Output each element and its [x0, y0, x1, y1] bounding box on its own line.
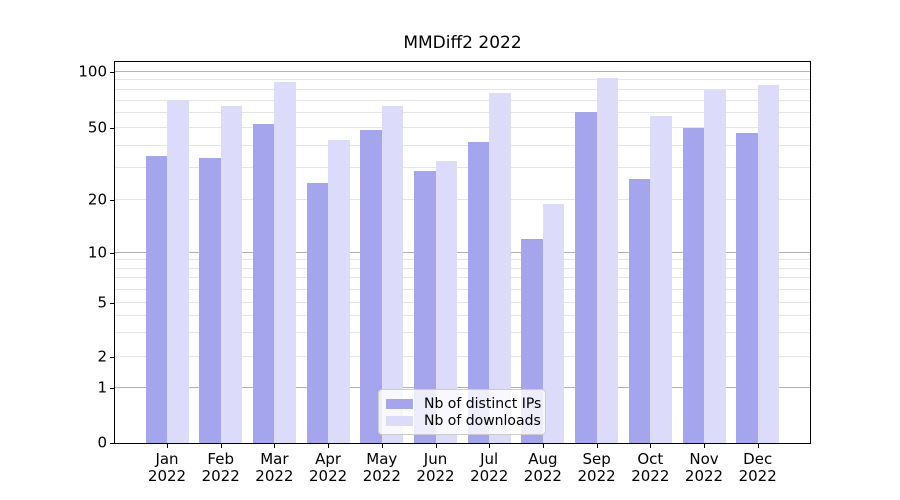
major-gridline	[115, 251, 810, 253]
bar-distinct-ips-jan	[145, 156, 167, 443]
y-tick-label: 2	[97, 347, 107, 366]
x-tick-mark	[220, 444, 222, 448]
x-tick-mark	[167, 444, 168, 448]
bar-distinct-ips-sep	[575, 112, 597, 443]
y-tick-label: 10	[87, 243, 107, 262]
x-tick-mark	[596, 444, 598, 448]
bar-downloads-jun	[435, 160, 457, 443]
x-tick-label-feb: Feb 2022	[201, 450, 240, 485]
x-tick-label-jun: Jun 2022	[416, 450, 455, 485]
bar-downloads-nov	[704, 89, 726, 443]
bar-downloads-mar	[274, 82, 296, 443]
y-tick-mark	[110, 200, 115, 201]
x-tick-mark	[704, 444, 705, 448]
legend-item-downloads: Nb of downloads	[386, 413, 545, 429]
minor-gridline	[115, 199, 810, 200]
plot-area	[114, 61, 811, 444]
bar-distinct-ips-feb	[199, 158, 221, 443]
x-tick-mark	[274, 444, 276, 448]
minor-gridline	[115, 259, 810, 261]
legend-label-distinct-ips: Nb of distinct IPs	[424, 396, 542, 412]
x-tick-mark	[650, 444, 652, 448]
y-tick-label: 20	[87, 190, 107, 209]
y-tick-mark	[110, 356, 115, 358]
x-tick-label-dec: Dec 2022	[738, 450, 777, 485]
y-tick-mark	[110, 252, 115, 254]
bar-downloads-jul	[489, 93, 511, 443]
legend-label-downloads: Nb of downloads	[424, 413, 541, 429]
minor-gridline	[115, 277, 810, 279]
minor-gridline	[115, 99, 810, 101]
bar-distinct-ips-jul	[467, 141, 490, 443]
bar-distinct-ips-may	[360, 129, 382, 443]
minor-gridline	[115, 79, 810, 81]
minor-gridline	[115, 331, 810, 333]
minor-gridline	[115, 112, 810, 114]
major-gridline	[115, 387, 810, 388]
minor-gridline	[115, 314, 810, 316]
bar-downloads-may	[381, 105, 404, 443]
x-tick-label-mar: Mar 2022	[255, 450, 294, 485]
minor-gridline	[115, 144, 810, 146]
bar-distinct-ips-dec	[736, 133, 758, 443]
y-tick-label: 100	[78, 62, 107, 81]
x-tick-mark	[328, 444, 330, 448]
bar-downloads-aug	[542, 203, 565, 443]
legend-swatch-distinct-ips	[386, 399, 413, 409]
bar-downloads-feb	[220, 105, 243, 443]
major-gridline	[115, 70, 810, 72]
x-tick-label-oct: Oct 2022	[631, 450, 670, 485]
bar-distinct-ips-nov	[682, 128, 704, 443]
legend-item-distinct-ips: Nb of distinct IPs	[386, 396, 545, 412]
x-tick-label-sep: Sep 2022	[577, 450, 616, 485]
legend: Nb of distinct IPs Nb of downloads	[378, 389, 546, 435]
x-tick-mark	[489, 444, 491, 448]
bar-distinct-ips-apr	[306, 182, 329, 443]
bar-downloads-sep	[596, 77, 619, 443]
y-tick-label: 5	[97, 293, 107, 312]
legend-swatch-downloads	[386, 416, 413, 426]
bar-downloads-jan	[167, 99, 189, 443]
bar-downloads-apr	[328, 140, 350, 443]
y-tick-label: 50	[87, 118, 107, 137]
bar-distinct-ips-jun	[414, 170, 436, 443]
y-tick-mark	[110, 128, 115, 130]
x-tick-label-may: May 2022	[362, 450, 401, 485]
y-tick-label: 0	[97, 433, 107, 452]
y-tick-mark	[110, 388, 115, 389]
minor-gridline	[115, 167, 810, 169]
y-tick-mark	[110, 302, 115, 304]
chart-title: MMDiff2 2022	[403, 33, 522, 53]
y-tick-mark	[110, 443, 115, 444]
x-tick-mark	[435, 444, 437, 448]
minor-gridline	[115, 301, 810, 303]
x-tick-label-nov: Nov 2022	[684, 450, 724, 485]
minor-gridline	[115, 355, 810, 357]
y-tick-mark	[110, 71, 115, 73]
minor-gridline	[115, 127, 810, 129]
minor-gridline	[115, 288, 810, 290]
x-tick-label-jan: Jan 2022	[147, 450, 187, 485]
bar-downloads-dec	[757, 84, 780, 443]
x-tick-mark	[381, 444, 383, 448]
x-tick-label-jul: Jul 2022	[470, 450, 509, 485]
x-tick-label-aug: Aug 2022	[523, 450, 562, 485]
minor-gridline	[115, 88, 810, 90]
bar-distinct-ips-mar	[252, 123, 275, 443]
y-tick-label: 1	[97, 378, 107, 397]
x-tick-label-apr: Apr 2022	[309, 450, 348, 485]
x-tick-mark	[757, 444, 759, 448]
bar-distinct-ips-oct	[628, 179, 651, 443]
x-tick-mark	[542, 444, 544, 448]
minor-gridline	[115, 267, 810, 269]
bar-downloads-oct	[650, 116, 672, 443]
